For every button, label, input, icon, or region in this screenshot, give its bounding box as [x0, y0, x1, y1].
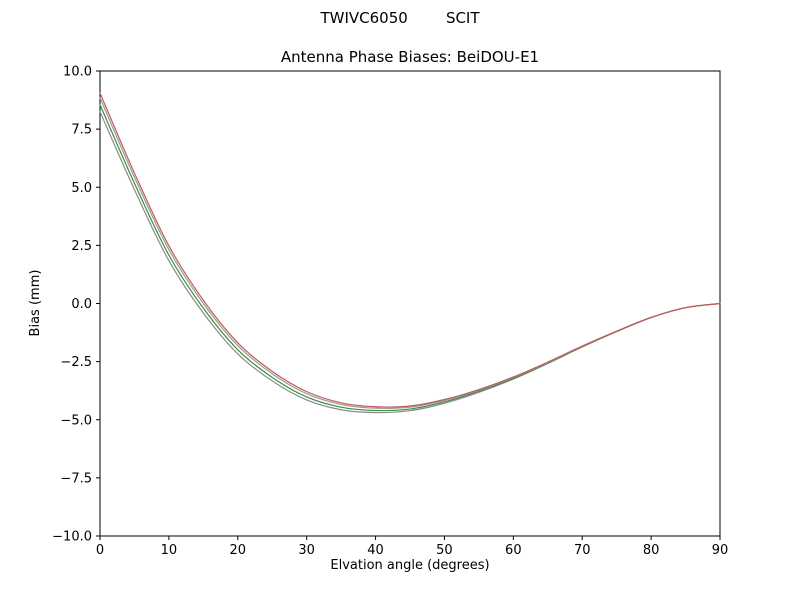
svg-text:−2.5: −2.5 [60, 355, 92, 370]
svg-text:7.5: 7.5 [71, 123, 92, 138]
y-axis-ticks: −10.0 −7.5 −5.0 −2.5 0.0 2.5 5.0 7.5 10.0 [52, 65, 100, 545]
svg-text:50: 50 [436, 543, 453, 558]
svg-text:30: 30 [298, 543, 315, 558]
svg-text:60: 60 [505, 543, 522, 558]
svg-text:−5.0: −5.0 [60, 413, 92, 428]
x-axis-label: Elvation angle (degrees) [330, 558, 490, 573]
svg-text:90: 90 [712, 543, 729, 558]
figure-title: TWIVC6050 SCIT [320, 9, 480, 27]
plot-border [99, 70, 721, 537]
svg-text:0: 0 [96, 543, 104, 558]
svg-text:70: 70 [574, 543, 591, 558]
svg-text:20: 20 [230, 543, 247, 558]
bias-curve-3 [99, 97, 721, 409]
svg-text:5.0: 5.0 [71, 181, 92, 196]
svg-text:−7.5: −7.5 [60, 471, 92, 486]
svg-text:10: 10 [161, 543, 178, 558]
axes-title: Antenna Phase Biases: BeiDOU-E1 [280, 48, 540, 66]
bias-curve-4 [99, 92, 721, 408]
bias-curve-1 [99, 111, 721, 414]
svg-text:2.5: 2.5 [71, 239, 92, 254]
svg-text:40: 40 [367, 543, 384, 558]
svg-text:80: 80 [643, 543, 660, 558]
x-axis-ticks: 0 10 20 30 40 50 60 70 80 90 [96, 536, 728, 558]
svg-text:10.0: 10.0 [63, 65, 92, 80]
svg-text:−10.0: −10.0 [52, 530, 92, 545]
bias-curve-2 [99, 104, 721, 412]
svg-text:0.0: 0.0 [71, 297, 92, 312]
data-lines [99, 92, 721, 414]
